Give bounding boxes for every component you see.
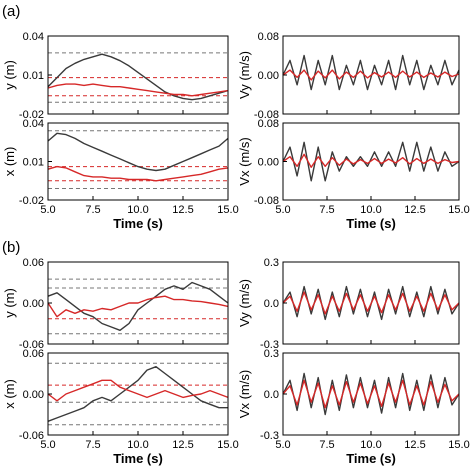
x-tick-label: 7.5	[319, 204, 334, 216]
series-line-black	[282, 54, 460, 91]
subplot-b-y: 0.06 0.00 -0.06 y (m)	[2, 257, 229, 351]
subplot-a-y: 0.04 0.01 -0.02 y (m)	[2, 31, 229, 121]
series-line-red	[282, 379, 460, 409]
y-axis-label: y (m)	[2, 60, 17, 90]
x-tick-label: 5.0	[40, 439, 55, 451]
y-axis-label: x (m)	[2, 147, 17, 177]
x-tick-label: 10.0	[360, 204, 381, 216]
y-tick-label: 0.01	[23, 157, 44, 169]
series-line-black	[47, 281, 229, 331]
y-tick-label: 0.01	[23, 70, 44, 82]
x-tick-label: 10.0	[127, 439, 148, 451]
y-tick-label: 0.0	[264, 389, 279, 401]
x-tick-label: 15.0	[217, 439, 238, 451]
y-tick-label: 0.0	[264, 298, 279, 310]
y-axis-label: Vx (m/s)	[237, 370, 252, 418]
x-tick-label: 7.5	[85, 439, 100, 451]
x-tick-label: 10.0	[360, 439, 381, 451]
y-axis-label: y (m)	[2, 288, 17, 318]
x-tick-label: 7.5	[85, 204, 100, 216]
y-tick-label: 0.04	[23, 118, 44, 130]
y-tick-label: 0.06	[23, 257, 44, 269]
y-axis-label: Vx (m/s)	[237, 137, 252, 185]
plot-frame	[47, 35, 229, 115]
series-line-red	[282, 69, 460, 81]
x-tick-label: 12.5	[172, 204, 193, 216]
x-tick-label: 12.5	[404, 204, 425, 216]
y-tick-label: -0.06	[19, 430, 44, 442]
x-tick-label: 7.5	[319, 439, 334, 451]
series-line-red	[282, 291, 460, 315]
x-tick-label: 15.0	[448, 439, 469, 451]
y-tick-label: 0.3	[264, 348, 279, 360]
part-label-b: (b)	[2, 239, 20, 256]
x-tick-label: 12.5	[172, 439, 193, 451]
y-tick-label: -0.3	[260, 430, 279, 442]
subplot-b-x: 0.06 0.00 -0.065.0 7.5 10.0 12.5 15.0 Time (s) x…	[2, 348, 239, 466]
subplot-grid: 0.040.01-0.02y (m)0.040.01-0.025.0 7.5 10.…	[2, 31, 470, 466]
series-line-red	[47, 379, 229, 402]
x-tick-label: 15.0	[217, 204, 238, 216]
series-line-black	[47, 53, 229, 101]
subplot-a-x: 0.04 0.01 -0.025.0 7.5 10.0 12.5 15.0 Time (s) x…	[2, 118, 239, 231]
x-tick-label: 5.0	[40, 204, 55, 216]
y-tick-label: -0.02	[19, 195, 44, 207]
y-tick-label: -0.3	[260, 339, 279, 351]
series-line-red	[282, 153, 460, 169]
y-tick-label: 0.06	[23, 348, 44, 360]
series-line-red	[47, 83, 229, 97]
plot-frame	[47, 122, 229, 201]
subplot-a-vx: 0.08 0.00 -0.085.0 7.5 10.0 12.5 15.0 Time (s) V…	[237, 118, 470, 231]
y-axis-label: Vy (m/s)	[237, 51, 252, 99]
y-tick-label: 0.00	[258, 70, 279, 82]
y-axis-label: Vy (m/s)	[237, 279, 252, 327]
x-axis-label: Time (s)	[113, 451, 163, 466]
series-line-black	[47, 366, 228, 422]
y-tick-label: 0.04	[23, 31, 44, 43]
x-axis-label: Time (s)	[346, 451, 396, 466]
y-tick-label: 0.00	[23, 389, 44, 401]
y-tick-label: -0.06	[19, 339, 44, 351]
x-tick-label: 5.0	[275, 439, 290, 451]
subplot-b-vx: 0.3 0.0 -0.35.0 7.5 10.0 12.5 15.0 Time (s) Vx (…	[237, 348, 470, 466]
subplot-b-vy: 0.3 0.0 -0.3 Vy (m/s)	[237, 257, 460, 351]
series-line-red	[47, 165, 229, 182]
series-line-red	[47, 295, 229, 318]
x-axis-label: Time (s)	[346, 216, 396, 231]
y-tick-label: 0.00	[23, 298, 44, 310]
x-tick-label: 5.0	[275, 204, 290, 216]
y-axis-label: x (m)	[2, 379, 17, 409]
y-tick-label: -0.02	[19, 109, 44, 121]
y-tick-label: -0.08	[254, 109, 279, 121]
x-tick-label: 12.5	[404, 439, 425, 451]
y-tick-label: -0.08	[254, 195, 279, 207]
y-tick-label: 0.00	[258, 157, 279, 169]
x-tick-label: 10.0	[127, 204, 148, 216]
series-line-black	[47, 132, 229, 172]
series-line-black	[282, 141, 460, 182]
part-label-a: (a)	[2, 3, 20, 20]
y-tick-label: 0.08	[258, 31, 279, 43]
x-axis-label: Time (s)	[113, 216, 163, 231]
y-tick-label: 0.3	[264, 257, 279, 269]
x-tick-label: 15.0	[448, 204, 469, 216]
y-tick-label: 0.08	[258, 118, 279, 130]
